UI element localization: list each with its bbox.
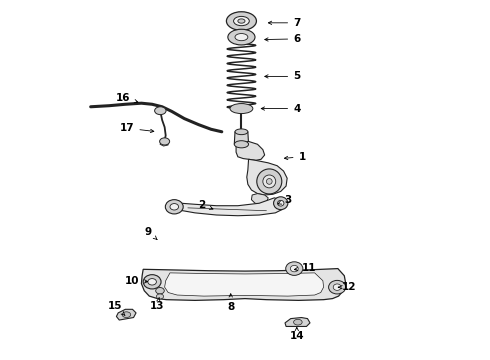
Text: 1: 1	[284, 152, 306, 162]
Ellipse shape	[228, 29, 255, 45]
Polygon shape	[247, 159, 287, 195]
Polygon shape	[285, 318, 310, 327]
Text: 13: 13	[150, 298, 165, 311]
Ellipse shape	[277, 201, 284, 206]
Ellipse shape	[257, 169, 282, 194]
Ellipse shape	[273, 197, 288, 210]
Ellipse shape	[165, 200, 183, 214]
Ellipse shape	[148, 279, 156, 285]
Text: 15: 15	[107, 301, 125, 315]
Ellipse shape	[235, 33, 248, 41]
Ellipse shape	[329, 280, 346, 294]
Text: 8: 8	[227, 294, 234, 312]
Text: 2: 2	[198, 200, 213, 210]
Ellipse shape	[263, 175, 276, 188]
Ellipse shape	[143, 275, 161, 289]
Text: 16: 16	[116, 93, 138, 103]
Ellipse shape	[234, 141, 248, 148]
Polygon shape	[142, 269, 346, 300]
Text: 6: 6	[265, 34, 300, 44]
Ellipse shape	[234, 17, 249, 26]
Ellipse shape	[156, 288, 164, 294]
Text: 4: 4	[261, 104, 300, 113]
Text: 3: 3	[278, 195, 292, 204]
Text: 17: 17	[120, 123, 154, 133]
Ellipse shape	[122, 312, 131, 318]
Ellipse shape	[170, 203, 178, 210]
Ellipse shape	[333, 284, 341, 291]
Text: 10: 10	[125, 276, 147, 286]
Ellipse shape	[286, 262, 303, 275]
Polygon shape	[234, 132, 248, 144]
Polygon shape	[160, 141, 168, 146]
Ellipse shape	[160, 138, 170, 145]
Ellipse shape	[230, 104, 253, 113]
Ellipse shape	[155, 107, 166, 114]
Text: 7: 7	[269, 18, 300, 28]
Ellipse shape	[235, 129, 248, 135]
Polygon shape	[173, 198, 284, 216]
Ellipse shape	[267, 179, 272, 184]
Text: 11: 11	[294, 262, 317, 273]
Ellipse shape	[226, 12, 256, 30]
Text: 9: 9	[145, 227, 157, 240]
Ellipse shape	[291, 265, 298, 272]
Ellipse shape	[156, 294, 164, 299]
Polygon shape	[251, 194, 268, 204]
Text: 14: 14	[290, 327, 304, 342]
Polygon shape	[117, 309, 136, 320]
Polygon shape	[236, 141, 265, 160]
Ellipse shape	[238, 19, 245, 23]
Ellipse shape	[294, 319, 302, 325]
Text: 5: 5	[265, 71, 300, 81]
Text: 12: 12	[339, 282, 356, 292]
Polygon shape	[165, 273, 323, 296]
Polygon shape	[236, 38, 247, 44]
